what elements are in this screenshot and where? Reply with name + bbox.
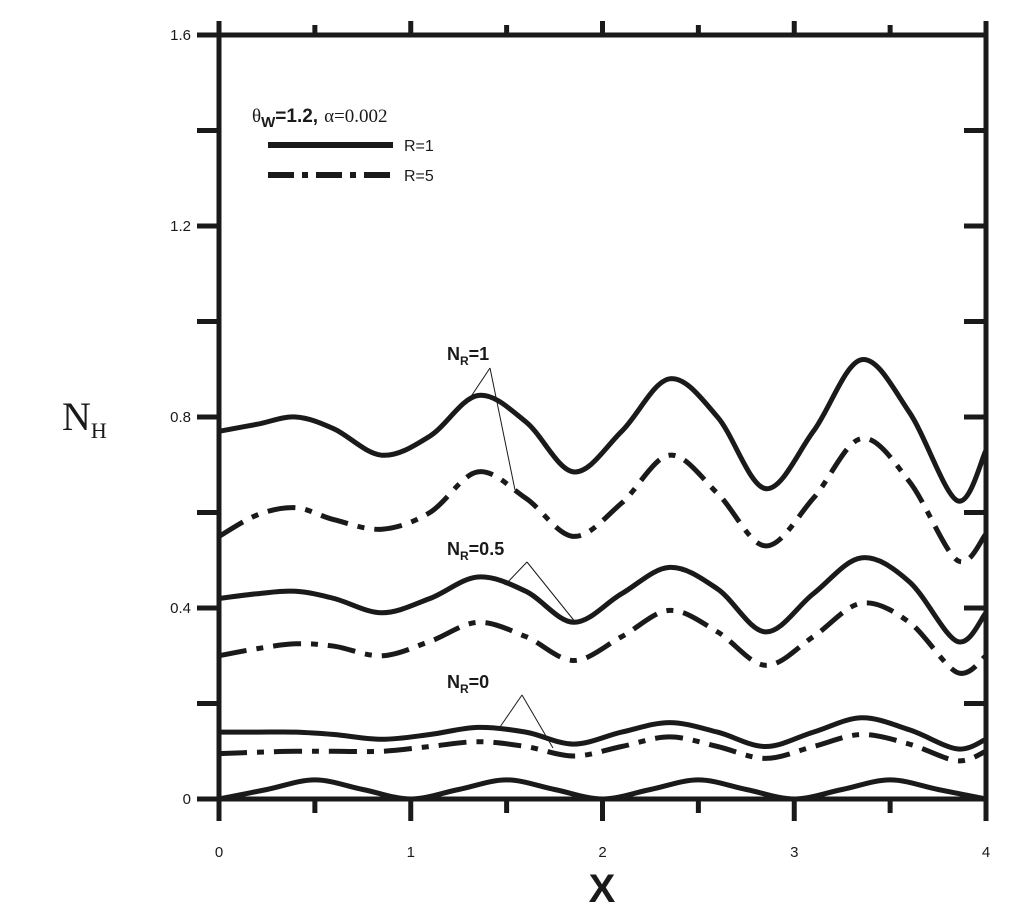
legend-title-value: =1.2, bbox=[275, 106, 318, 127]
y-tick-label: 1.6 bbox=[170, 27, 191, 44]
legend-title-alpha: α=0.002 bbox=[324, 106, 387, 127]
plot-frame bbox=[216, 32, 989, 802]
axis-tick-labels: 0 0.4 0.8 1.2 1.6 0 1 2 3 4 bbox=[170, 27, 990, 861]
annotation-nr1-leader-a bbox=[469, 367, 491, 399]
series-line-nr05-r5 bbox=[218, 600, 988, 676]
x-axis-label: X bbox=[589, 867, 616, 911]
y-tick-label: 0.8 bbox=[170, 409, 191, 426]
y-tick-label: 0.4 bbox=[170, 600, 191, 617]
x-tick-label: 4 bbox=[982, 844, 990, 861]
annotation-nr0-leader-b bbox=[521, 694, 554, 749]
y-axis-label: NH bbox=[62, 394, 107, 443]
axis-ticks bbox=[197, 21, 989, 821]
x-tick-label: 1 bbox=[407, 844, 415, 861]
y-tick-label: 1.2 bbox=[170, 218, 191, 235]
legend-label-r1: R=1 bbox=[404, 138, 434, 155]
legend: θW=1.2, α=0.002 R=1 R=5 bbox=[252, 106, 434, 185]
annotation-nr0: NR=0 bbox=[447, 672, 554, 749]
annotation-nr05-leader-b bbox=[526, 561, 577, 624]
legend-title-theta: θ bbox=[252, 106, 261, 127]
annotation-nr05: NR=0.5 bbox=[447, 539, 577, 624]
series-line-nr0-r5 bbox=[218, 731, 987, 764]
annotation-nr1: NR=1 bbox=[447, 344, 516, 491]
series-layer bbox=[217, 357, 989, 802]
legend-title: θW=1.2, α=0.002 bbox=[252, 106, 388, 131]
series-line-nr0-r1 bbox=[218, 715, 988, 752]
series-line-nr1-r5 bbox=[217, 435, 988, 565]
x-tick-label: 3 bbox=[790, 844, 798, 861]
annotation-nr0-leader-a bbox=[499, 694, 523, 728]
svg-text:NR=1: NR=1 bbox=[447, 344, 489, 368]
series-line-nr1-r1 bbox=[218, 357, 989, 504]
y-tick-label: 0 bbox=[183, 791, 191, 808]
x-tick-label: 0 bbox=[215, 844, 223, 861]
series-line-bottom-r1 bbox=[218, 777, 987, 802]
legend-title-w: W bbox=[261, 114, 276, 131]
svg-text:NR=0: NR=0 bbox=[447, 672, 489, 696]
x-tick-label: 2 bbox=[598, 844, 606, 861]
svg-text:NR=0.5: NR=0.5 bbox=[447, 539, 504, 563]
series-line-nr05-r1 bbox=[218, 555, 988, 645]
legend-label-r5: R=5 bbox=[404, 168, 434, 185]
annotation-nr05-leader-a bbox=[504, 561, 528, 586]
annotation-nr1-leader-b bbox=[489, 367, 516, 491]
